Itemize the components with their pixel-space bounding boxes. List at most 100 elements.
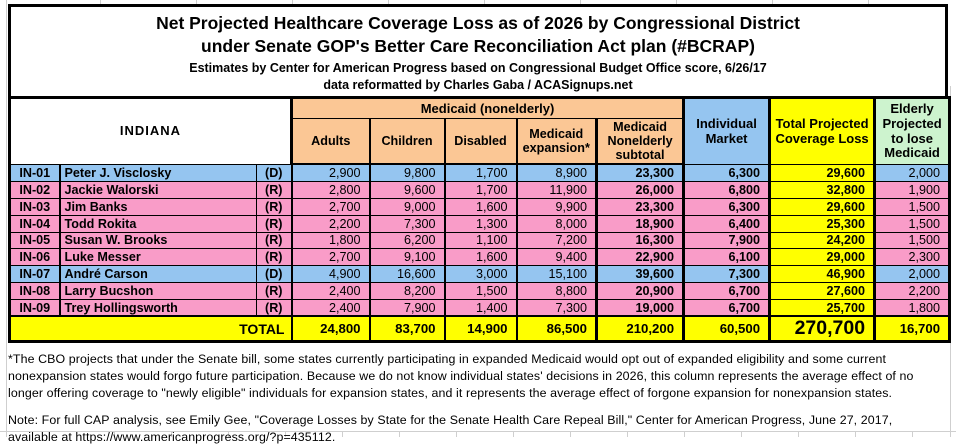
column-header-disabled: Disabled: [443, 118, 518, 166]
disabled-value-cell: 1,100: [443, 231, 518, 250]
district-cell: IN-02: [8, 181, 61, 199]
party-cell: (R): [256, 248, 293, 267]
representative-cell: Trey Hollingsworth: [58, 298, 257, 317]
gridline: [580, 0, 581, 4]
column-header-elderly-medicaid: Elderly Projected to lose Medicaid: [873, 97, 951, 165]
medicaid-subtotal-value-cell: 39,600: [594, 265, 685, 283]
individual-market-value-cell: 6,100: [682, 248, 771, 267]
representative-cell: Peter J. Visclosky: [58, 163, 257, 183]
district-row: IN-02 Jackie Walorski (R) 2,800 9,600 1,700 11…: [8, 181, 951, 199]
gridline: [855, 432, 856, 437]
table-header: INDIANA Medicaid (nonelderly) Individual…: [8, 97, 951, 166]
representative-cell: Susan W. Brooks: [58, 231, 257, 250]
total-children-cell: 83,700: [368, 315, 446, 343]
elderly-medicaid-value-cell: 1,900: [873, 181, 951, 199]
party-cell: (R): [256, 214, 293, 233]
representative-cell: Jackie Walorski: [58, 181, 257, 199]
medicaid-expansion-value-cell: 11,900: [515, 181, 598, 199]
column-header-children: Children: [368, 118, 446, 166]
medicaid-expansion-value-cell: 8,800: [515, 281, 598, 300]
gridline: [228, 432, 229, 437]
state-name-cell: INDIANA: [8, 97, 293, 165]
gridline: [912, 432, 913, 437]
medicaid-subtotal-value-cell: 16,300: [594, 231, 685, 250]
elderly-medicaid-value-cell: 1,500: [873, 197, 951, 216]
elderly-medicaid-value-cell: 2,000: [873, 163, 951, 183]
coverage-table-region: Net Projected Healthcare Coverage Loss a…: [8, 4, 952, 446]
elderly-medicaid-value-cell: 1,500: [873, 231, 951, 250]
party-cell: (R): [256, 197, 293, 216]
total-projected-loss-value-cell: 25,700: [768, 298, 876, 317]
column-header-medicaid-expansion: Medicaid expansion*: [515, 118, 598, 166]
medicaid-expansion-value-cell: 7,200: [515, 231, 598, 250]
medicaid-expansion-value-cell: 8,900: [515, 163, 598, 183]
children-value-cell: 7,300: [368, 214, 446, 233]
adults-value-cell: 2,400: [290, 281, 371, 300]
party-cell: (D): [256, 265, 293, 283]
party-cell: (R): [256, 231, 293, 250]
adults-value-cell: 4,900: [290, 265, 371, 283]
cap-footnote: Note: For full CAP analysis, see Emily G…: [8, 413, 893, 445]
title-line-4: data reformatted by Charles Gaba / ACASi…: [323, 78, 633, 93]
column-header-total-projected-loss: Total Projected Coverage Loss: [768, 97, 876, 165]
column-header-adults: Adults: [290, 118, 371, 166]
medicaid-subtotal-value-cell: 23,300: [594, 197, 685, 216]
total-projected-loss-value-cell: 24,200: [768, 231, 876, 250]
gridline: [627, 432, 628, 437]
total-label-cell: TOTAL: [8, 315, 293, 343]
individual-market-value-cell: 6,700: [682, 298, 771, 317]
gridline: [100, 0, 101, 4]
representative-cell: André Carson: [58, 265, 257, 283]
medicaid-expansion-value-cell: 9,900: [515, 197, 598, 216]
gridline: [114, 432, 115, 437]
total-projected-loss-value-cell: 25,300: [768, 214, 876, 233]
disabled-value-cell: 1,500: [443, 281, 518, 300]
children-value-cell: 16,600: [368, 265, 446, 283]
disabled-value-cell: 1,700: [443, 181, 518, 199]
column-header-medicaid-subtotal: Medicaid Nonelderly subtotal: [594, 118, 685, 166]
party-cell: (R): [256, 298, 293, 317]
party-cell: (R): [256, 181, 293, 199]
gridline: [399, 432, 400, 437]
total-projected-loss-value-cell: 29,600: [768, 163, 876, 183]
medicaid-expansion-value-cell: 7,300: [515, 298, 598, 317]
medicaid-subtotal-value-cell: 20,900: [594, 281, 685, 300]
gridline: [868, 0, 869, 4]
medicaid-subtotal-value-cell: 26,000: [594, 181, 685, 199]
coverage-loss-table: INDIANA Medicaid (nonelderly) Individual…: [8, 96, 952, 344]
children-value-cell: 9,600: [368, 181, 446, 199]
gridline: [292, 0, 293, 4]
district-cell: IN-09: [8, 298, 61, 317]
children-value-cell: 9,800: [368, 163, 446, 183]
individual-market-value-cell: 6,800: [682, 181, 771, 199]
medicaid-subtotal-value-cell: 19,000: [594, 298, 685, 317]
children-value-cell: 9,100: [368, 248, 446, 267]
gridline: [171, 432, 172, 437]
representative-cell: Luke Messer: [58, 248, 257, 267]
adults-value-cell: 2,400: [290, 298, 371, 317]
gridline: [676, 0, 677, 4]
column-header-individual-market: Individual Market: [682, 97, 771, 165]
gridline: [388, 0, 389, 4]
total-projected-loss-value-cell: 46,900: [768, 265, 876, 283]
district-row: IN-01 Peter J. Visclosky (D) 2,900 9,800 1,70…: [8, 163, 951, 183]
gridline: [0, 431, 956, 432]
individual-market-value-cell: 6,700: [682, 281, 771, 300]
disabled-value-cell: 1,300: [443, 214, 518, 233]
total-elderly-medicaid-cell: 16,700: [873, 315, 951, 343]
table-footer: TOTAL 24,800 83,700 14,900 86,500 210,200 60,5…: [8, 315, 951, 343]
adults-value-cell: 1,800: [290, 231, 371, 250]
gridline: [741, 432, 742, 437]
elderly-medicaid-value-cell: 1,500: [873, 214, 951, 233]
individual-market-value-cell: 7,900: [682, 231, 771, 250]
district-cell: IN-04: [8, 214, 61, 233]
gridline: [6, 0, 7, 437]
party-cell: (D): [256, 163, 293, 183]
district-row: IN-08 Larry Bucshon (R) 2,400 8,200 1,500 8,80…: [8, 281, 951, 300]
table-body: IN-01 Peter J. Visclosky (D) 2,900 9,800 1,70…: [8, 163, 951, 317]
individual-market-value-cell: 6,300: [682, 163, 771, 183]
children-value-cell: 8,200: [368, 281, 446, 300]
party-cell: (R): [256, 281, 293, 300]
district-row: IN-03 Jim Banks (R) 2,700 9,000 1,600 9,900 23,…: [8, 197, 951, 216]
district-cell: IN-01: [8, 163, 61, 183]
